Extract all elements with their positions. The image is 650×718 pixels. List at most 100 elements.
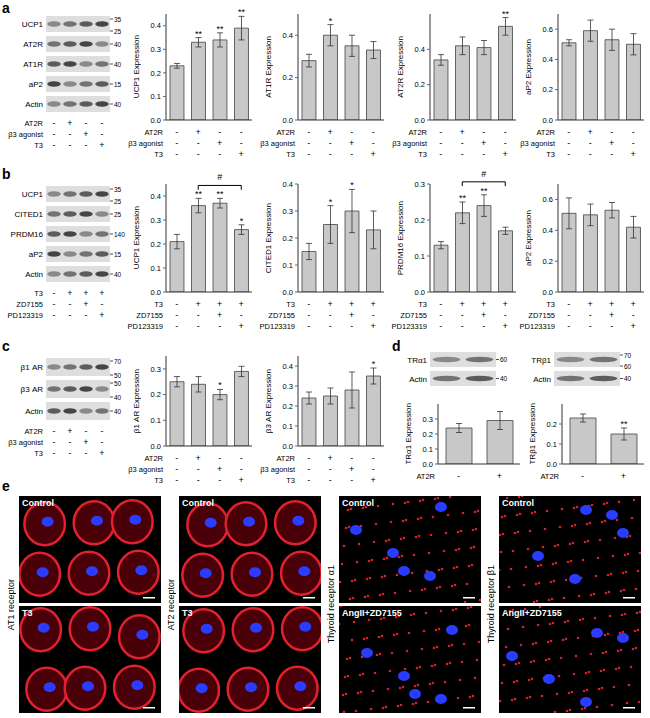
svg-text:0.0: 0.0 bbox=[547, 460, 557, 469]
svg-text:0.2: 0.2 bbox=[543, 85, 553, 94]
svg-text:0.1: 0.1 bbox=[283, 261, 293, 270]
svg-text:40: 40 bbox=[114, 271, 122, 278]
svg-text:**: ** bbox=[195, 189, 203, 199]
svg-text:0.0: 0.0 bbox=[151, 442, 161, 451]
svg-text:0.2: 0.2 bbox=[151, 69, 161, 78]
svg-text:0.1: 0.1 bbox=[415, 252, 425, 261]
svg-text:0.1: 0.1 bbox=[151, 264, 161, 273]
svg-text:0.2: 0.2 bbox=[283, 73, 293, 82]
svg-text:Actin: Actin bbox=[25, 270, 43, 279]
svg-text:UCP1: UCP1 bbox=[22, 20, 44, 29]
svg-text:0.4: 0.4 bbox=[283, 362, 293, 371]
svg-text:**: ** bbox=[502, 9, 510, 19]
svg-text:40: 40 bbox=[114, 394, 122, 401]
svg-text:0.4: 0.4 bbox=[283, 180, 293, 189]
svg-text:**: ** bbox=[216, 24, 224, 34]
svg-text:0.6: 0.6 bbox=[543, 195, 553, 204]
svg-text:15: 15 bbox=[114, 81, 122, 88]
svg-text:50: 50 bbox=[114, 380, 122, 387]
svg-text:60: 60 bbox=[500, 356, 508, 363]
svg-text:25: 25 bbox=[114, 211, 122, 218]
svg-text:0.1: 0.1 bbox=[151, 92, 161, 101]
svg-text:0.3: 0.3 bbox=[415, 180, 425, 189]
svg-text:60: 60 bbox=[624, 363, 632, 370]
svg-text:*: * bbox=[329, 197, 333, 207]
svg-text:0.3: 0.3 bbox=[283, 207, 293, 216]
svg-text:40: 40 bbox=[114, 41, 122, 48]
svg-text:**: ** bbox=[480, 186, 488, 196]
svg-text:0.0: 0.0 bbox=[151, 288, 161, 297]
svg-text:0.0: 0.0 bbox=[283, 442, 293, 451]
svg-text:**: ** bbox=[216, 189, 224, 199]
svg-text:40: 40 bbox=[114, 61, 122, 68]
svg-text:40: 40 bbox=[114, 101, 122, 108]
svg-text:70: 70 bbox=[114, 358, 122, 365]
svg-text:0.4: 0.4 bbox=[151, 192, 161, 201]
svg-text:0.0: 0.0 bbox=[415, 288, 425, 297]
svg-text:UCP1: UCP1 bbox=[22, 190, 44, 199]
svg-text:0.2: 0.2 bbox=[151, 390, 161, 399]
svg-text:0.1: 0.1 bbox=[283, 422, 293, 431]
svg-text:*: * bbox=[218, 380, 222, 390]
svg-text:0.4: 0.4 bbox=[543, 55, 553, 64]
svg-text:Actin: Actin bbox=[25, 407, 43, 416]
svg-text:0.2: 0.2 bbox=[283, 234, 293, 243]
svg-text:0.0: 0.0 bbox=[543, 288, 553, 297]
svg-text:0.3: 0.3 bbox=[283, 382, 293, 391]
svg-text:Actin: Actin bbox=[409, 375, 427, 384]
svg-text:**: ** bbox=[238, 7, 246, 17]
svg-text:0.2: 0.2 bbox=[151, 240, 161, 249]
svg-text:0.2: 0.2 bbox=[423, 430, 433, 439]
svg-text:25: 25 bbox=[114, 198, 122, 205]
svg-text:AT1R: AT1R bbox=[23, 60, 43, 69]
svg-text:β3 AR: β3 AR bbox=[21, 385, 44, 394]
svg-text:40: 40 bbox=[624, 375, 632, 382]
svg-text:0.4: 0.4 bbox=[283, 31, 293, 40]
svg-text:0.1: 0.1 bbox=[423, 445, 433, 454]
svg-text:*: * bbox=[329, 16, 333, 26]
svg-text:40: 40 bbox=[500, 375, 508, 382]
svg-text:0.4: 0.4 bbox=[543, 226, 553, 235]
svg-text:0.3: 0.3 bbox=[151, 45, 161, 54]
svg-text:**: ** bbox=[620, 419, 628, 429]
svg-text:25: 25 bbox=[114, 28, 122, 35]
svg-text:**: ** bbox=[195, 29, 203, 39]
svg-text:0.2: 0.2 bbox=[547, 420, 557, 429]
svg-text:0.0: 0.0 bbox=[423, 460, 433, 469]
svg-text:#: # bbox=[217, 172, 222, 182]
svg-text:*: * bbox=[372, 359, 376, 369]
svg-text:140: 140 bbox=[114, 231, 125, 238]
svg-text:0.3: 0.3 bbox=[151, 365, 161, 374]
svg-text:AT2R: AT2R bbox=[23, 40, 43, 49]
svg-text:35: 35 bbox=[114, 16, 122, 23]
svg-text:PRDM16: PRDM16 bbox=[11, 230, 44, 239]
svg-text:0.3: 0.3 bbox=[151, 216, 161, 225]
svg-text:0.2: 0.2 bbox=[415, 80, 425, 89]
svg-text:0.0: 0.0 bbox=[283, 116, 293, 125]
svg-text:CITED1: CITED1 bbox=[15, 210, 44, 219]
svg-text:0.4: 0.4 bbox=[415, 45, 425, 54]
svg-text:*: * bbox=[350, 180, 354, 190]
svg-text:0.1: 0.1 bbox=[547, 440, 557, 449]
svg-text:0.0: 0.0 bbox=[415, 116, 425, 125]
svg-text:0.0: 0.0 bbox=[543, 116, 553, 125]
svg-text:0.0: 0.0 bbox=[283, 288, 293, 297]
svg-text:70: 70 bbox=[624, 352, 632, 359]
svg-text:35: 35 bbox=[114, 186, 122, 193]
svg-text:0.6: 0.6 bbox=[543, 25, 553, 34]
svg-text:0.3: 0.3 bbox=[423, 415, 433, 424]
svg-text:15: 15 bbox=[114, 251, 122, 258]
svg-text:TRα1: TRα1 bbox=[407, 356, 427, 365]
svg-text:β1 AR: β1 AR bbox=[21, 363, 44, 372]
svg-text:0.2: 0.2 bbox=[283, 402, 293, 411]
svg-text:**: ** bbox=[459, 193, 467, 203]
svg-text:Actin: Actin bbox=[533, 375, 551, 384]
svg-text:0.4: 0.4 bbox=[151, 21, 161, 30]
svg-text:TRβ1: TRβ1 bbox=[531, 356, 551, 365]
svg-text:40: 40 bbox=[114, 408, 122, 415]
svg-text:50: 50 bbox=[114, 372, 122, 379]
svg-text:0.2: 0.2 bbox=[543, 257, 553, 266]
svg-text:aP2: aP2 bbox=[29, 250, 44, 259]
svg-text:aP2: aP2 bbox=[29, 80, 44, 89]
svg-text:Actin: Actin bbox=[25, 100, 43, 109]
